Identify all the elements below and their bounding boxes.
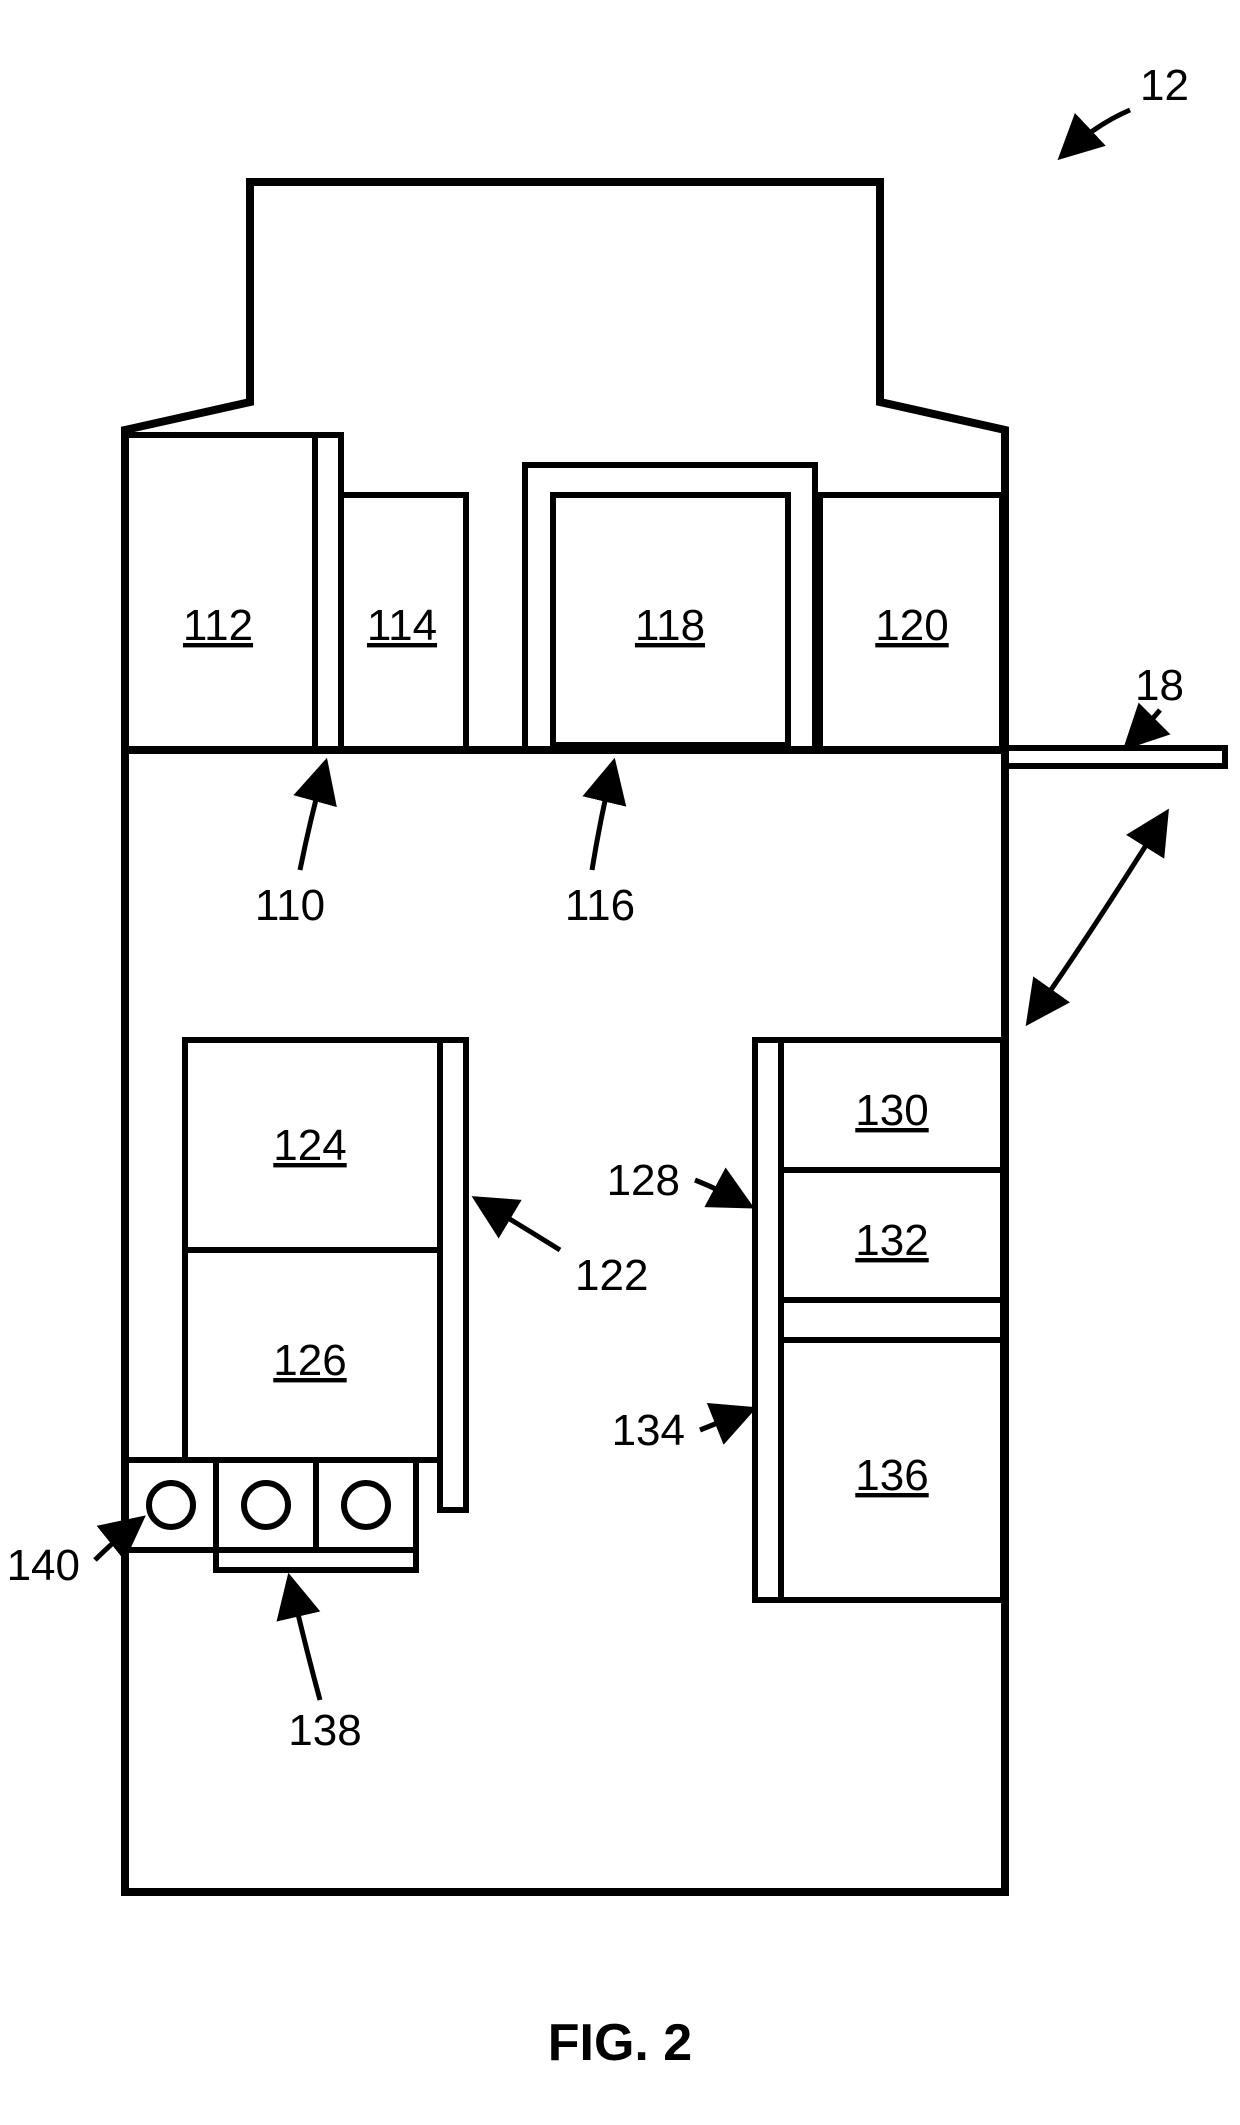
box-110 [315,435,341,750]
port-3 [316,1460,416,1550]
ref-124: 124 [273,1121,346,1170]
port-2 [216,1460,316,1550]
ref-134: 134 [612,1406,685,1455]
ref-12: 12 [1140,61,1189,110]
leader-110 [300,765,325,870]
ref-132: 132 [855,1216,928,1265]
ref-18: 18 [1135,661,1184,710]
leader-140 [95,1520,140,1560]
ref-118: 118 [635,601,705,650]
port-1-hole [149,1483,193,1527]
box-128 [755,1040,781,1600]
ref-116: 116 [565,881,635,930]
port-2-hole [244,1483,288,1527]
leader-122 [478,1200,560,1250]
ref-136: 136 [855,1451,928,1500]
ref-140: 140 [7,1541,80,1590]
ref-126: 126 [273,1336,346,1385]
leader-134 [700,1410,750,1430]
box-134 [781,1300,1003,1340]
box-122 [440,1040,466,1510]
ref-120: 120 [875,601,948,650]
box-18-arm [1005,748,1225,766]
ref-110: 110 [255,881,325,930]
ref-138: 138 [288,1706,361,1755]
arc-under-18 [1030,815,1165,1020]
leader-116 [592,765,613,870]
leader-138 [290,1580,320,1700]
leader-12 [1063,110,1130,155]
leader-128 [695,1180,748,1205]
patent-figure: 12 18 112 114 118 120 110 116 124 126 12… [0,0,1240,2125]
leader-18 [1128,710,1160,745]
ref-122: 122 [575,1251,648,1300]
port-1 [126,1460,216,1550]
figure-caption: FIG. 2 [548,2014,692,2072]
ref-130: 130 [855,1086,928,1135]
port-shelf [216,1550,416,1570]
ref-128: 128 [607,1156,680,1205]
box-112 [125,435,315,750]
port-3-hole [344,1483,388,1527]
ref-112: 112 [183,601,253,650]
ref-114: 114 [367,601,437,650]
